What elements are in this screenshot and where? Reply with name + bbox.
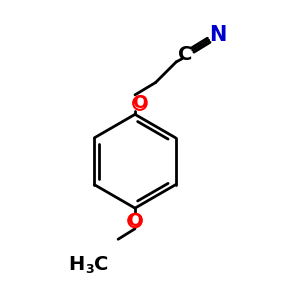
Text: C: C <box>94 255 108 274</box>
Text: 3: 3 <box>85 263 94 276</box>
Text: H: H <box>68 255 84 274</box>
Text: O: O <box>132 94 148 112</box>
Text: N: N <box>209 25 226 45</box>
Text: O: O <box>128 212 142 230</box>
Text: C: C <box>178 45 193 64</box>
